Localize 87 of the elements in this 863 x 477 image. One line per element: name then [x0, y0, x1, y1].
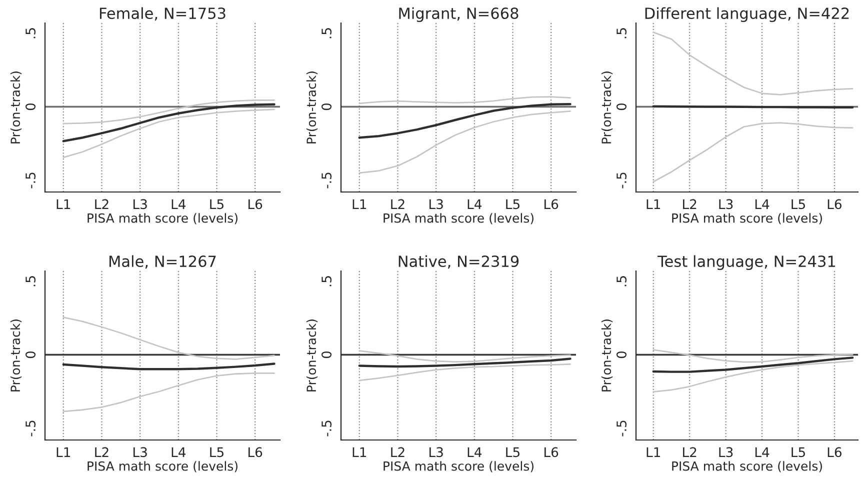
- x-tick-label: L5: [792, 199, 805, 210]
- line-series: [62, 316, 275, 360]
- x-tick-label: L2: [683, 199, 696, 209]
- line-series: [652, 349, 854, 363]
- y-axis-title: Pr(on-track): [601, 72, 613, 144]
- x-tick-label: L4: [172, 199, 186, 209]
- y-tick-label: 0: [26, 351, 36, 358]
- x-axis-title: PISA math score (levels): [88, 461, 238, 472]
- y-tick-label: .5: [26, 28, 36, 38]
- x-tick-label: L1: [56, 199, 70, 209]
- y-tick-label: 0: [322, 103, 332, 110]
- y-tick-label: 0: [616, 103, 626, 110]
- x-tick-label: L4: [755, 447, 770, 457]
- y-tick-label: .5: [322, 28, 332, 38]
- x-axis-title: PISA math score (levels): [672, 461, 822, 472]
- x-tick-label: L3: [133, 199, 147, 210]
- line-series: [652, 32, 854, 96]
- y-tick-label: .5: [616, 28, 626, 38]
- chart-title: Female, N=1753: [100, 7, 226, 21]
- x-tick-label: L5: [210, 447, 224, 458]
- chart-title: Male, N=1267: [109, 255, 216, 269]
- chart-title: Different language, N=422: [645, 7, 849, 22]
- y-axis-title: Pr(on-track): [10, 320, 22, 392]
- line-series: [358, 110, 571, 174]
- line-series: [62, 372, 275, 412]
- line-series: [62, 108, 275, 158]
- line-series: [652, 122, 854, 182]
- y-tick-label: 0: [322, 351, 332, 358]
- y-axis-title: Pr(on-track): [10, 72, 22, 144]
- x-tick-label: L4: [468, 447, 482, 457]
- line-series: [358, 103, 572, 139]
- y-tick-label: -.5: [616, 420, 626, 436]
- x-axis-title: PISA math score (levels): [384, 213, 534, 224]
- x-tick-label: L2: [95, 447, 108, 457]
- y-tick-label: 0: [616, 351, 626, 358]
- x-tick-label: L2: [683, 447, 696, 457]
- x-tick-label: L4: [172, 447, 186, 457]
- y-tick-label: -.5: [616, 172, 626, 188]
- line-series: [358, 96, 571, 104]
- x-tick-label: L1: [56, 447, 70, 457]
- x-tick-label: L3: [719, 199, 733, 210]
- x-tick-label: L5: [792, 447, 805, 458]
- x-tick-label: L6: [544, 447, 558, 458]
- y-tick-label: .5: [322, 276, 332, 286]
- line-series: [358, 363, 571, 382]
- x-tick-label: L4: [468, 199, 482, 209]
- x-tick-label: L3: [429, 199, 443, 210]
- chart-title: Migrant, N=668: [399, 7, 518, 22]
- y-tick-label: -.5: [26, 172, 36, 188]
- x-tick-label: L5: [210, 199, 224, 210]
- line-series: [652, 360, 854, 392]
- x-tick-label: L4: [755, 199, 770, 209]
- y-tick-label: 0: [26, 103, 36, 110]
- x-tick-label: L6: [248, 199, 262, 210]
- x-tick-label: L5: [506, 199, 520, 210]
- x-tick-label: L5: [506, 447, 520, 458]
- line-series: [358, 358, 572, 368]
- x-tick-label: L6: [828, 447, 842, 458]
- x-tick-label: L2: [95, 199, 108, 209]
- chart-title: Test language, N=2431: [658, 255, 836, 270]
- x-tick-label: L1: [646, 199, 660, 209]
- x-tick-label: L1: [646, 447, 660, 457]
- y-tick-label: -.5: [26, 420, 36, 436]
- chart-title: Native, N=2319: [398, 255, 519, 269]
- y-tick-label: -.5: [322, 420, 332, 436]
- x-tick-label: L6: [248, 447, 262, 458]
- x-axis-title: PISA math score (levels): [672, 213, 822, 224]
- y-tick-label: -.5: [322, 172, 332, 188]
- x-tick-label: L6: [544, 199, 558, 210]
- x-axis-title: PISA math score (levels): [88, 213, 238, 224]
- y-axis-title: Pr(on-track): [601, 320, 613, 392]
- line-series: [62, 99, 275, 124]
- y-tick-label: .5: [26, 276, 36, 286]
- x-tick-label: L2: [391, 447, 404, 457]
- x-tick-label: L3: [133, 447, 147, 458]
- line-series: [62, 103, 276, 142]
- y-axis-title: Pr(on-track): [306, 72, 318, 144]
- y-axis-title: Pr(on-track): [306, 320, 318, 392]
- line-series: [358, 350, 571, 363]
- x-tick-label: L3: [719, 447, 733, 458]
- x-tick-label: L1: [352, 199, 366, 209]
- x-tick-label: L1: [352, 447, 366, 457]
- x-tick-label: L2: [391, 199, 404, 209]
- y-tick-label: .5: [616, 276, 626, 286]
- x-tick-label: L3: [429, 447, 443, 458]
- x-axis-title: PISA math score (levels): [384, 461, 534, 472]
- x-tick-label: L6: [828, 199, 842, 210]
